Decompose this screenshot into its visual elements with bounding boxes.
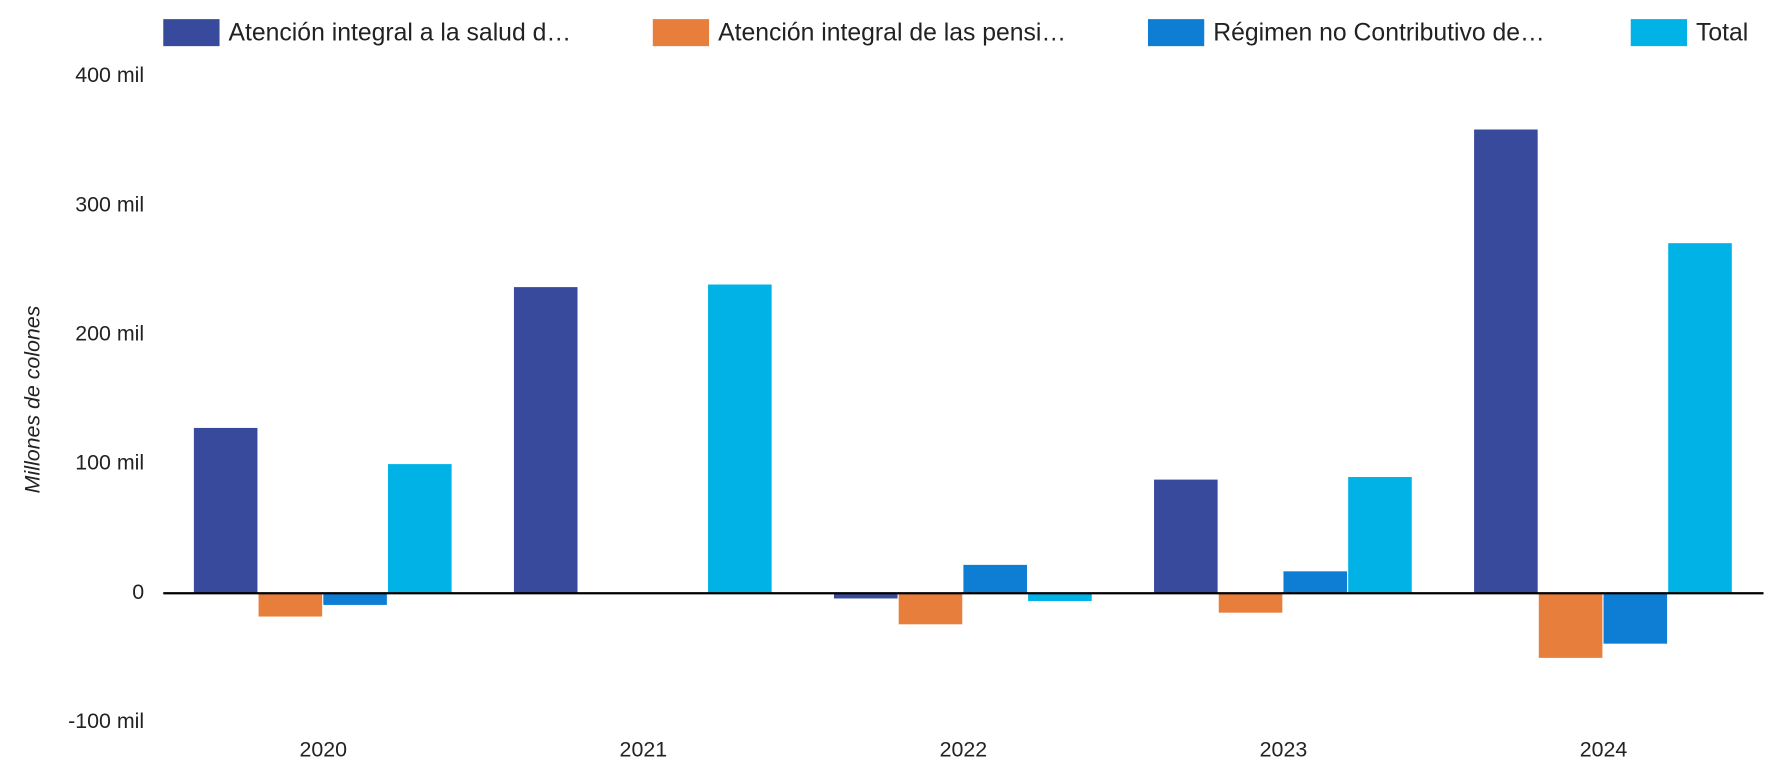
bar	[708, 284, 772, 594]
bar	[833, 593, 898, 599]
legend-label: Atención integral de las pensi…	[718, 19, 1066, 46]
x-tick-label: 2022	[940, 737, 988, 761]
bar	[1283, 571, 1348, 594]
bar	[1538, 593, 1603, 658]
y-tick-label: 300 mil	[75, 192, 144, 216]
y-tick-label: 0	[132, 580, 144, 604]
legend-label: Total	[1696, 19, 1748, 46]
bar	[1154, 479, 1218, 594]
bar	[1218, 593, 1283, 613]
legend-label: Régimen no Contributivo de…	[1213, 19, 1545, 46]
y-tick-label: 100 mil	[75, 451, 144, 475]
legend-swatch	[163, 19, 220, 47]
bar	[193, 427, 258, 594]
bar	[1348, 477, 1412, 594]
legend-swatch	[1147, 19, 1205, 47]
bar	[1668, 243, 1732, 594]
y-tick-label: -100 mil	[68, 709, 144, 733]
legend-swatch	[1630, 19, 1688, 47]
y-tick-label: 400 mil	[75, 63, 144, 87]
legend-label: Atención integral a la salud d…	[229, 19, 572, 46]
bar	[388, 464, 452, 594]
x-tick-label: 2021	[620, 737, 668, 761]
bar	[1028, 593, 1092, 602]
y-axis-title: Millones de colones	[20, 305, 44, 493]
legend-swatch	[652, 19, 710, 47]
bar	[898, 593, 963, 625]
bar	[258, 593, 323, 617]
bar	[1474, 129, 1538, 594]
x-tick-label: 2024	[1580, 737, 1628, 761]
bar	[513, 287, 578, 594]
bar	[963, 564, 1027, 594]
x-tick-label: 2020	[300, 737, 348, 761]
bar	[1603, 593, 1668, 644]
x-tick-label: 2023	[1260, 737, 1308, 761]
bar	[323, 593, 387, 605]
y-tick-label: 200 mil	[75, 322, 144, 346]
